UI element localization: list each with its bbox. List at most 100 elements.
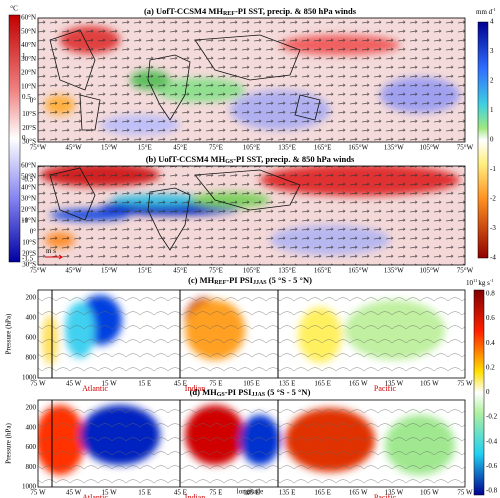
y-tick-label: 0°	[30, 228, 37, 236]
colorbar-tick: -1	[22, 216, 28, 224]
region-label: Indian	[185, 384, 205, 393]
subscript: GS	[225, 159, 234, 165]
x-tick-label: 75 W	[30, 380, 46, 388]
x-tick-label: 135 E	[279, 380, 296, 388]
title-part: (d) MH	[190, 387, 218, 397]
sst-colorbar	[8, 14, 21, 263]
colorbar-tick: -0.5	[22, 175, 34, 183]
colorbar-unit: 1011kg s-1	[466, 278, 494, 287]
x-tick-label: 45 E	[174, 489, 187, 497]
x-tick-label: 105 W	[420, 380, 439, 388]
x-tick-label: 15 E	[138, 489, 151, 497]
colorbar-tick: 3	[490, 47, 494, 55]
y-tick-label: 200	[26, 294, 37, 302]
y-tick-label: 30°N	[21, 55, 36, 63]
x-tick-label: 105 E	[243, 380, 260, 388]
title-part: -PI PSI	[225, 387, 252, 397]
x-tick-label: 135°E	[278, 267, 296, 275]
title-part: (5 °S - 5 °N)	[267, 275, 312, 285]
x-tick-label: 45°W	[65, 144, 82, 152]
colorbar-tick: 0.5	[22, 93, 31, 101]
x-tick-label: 135 W	[384, 489, 403, 497]
colorbar-tick: -0.4	[486, 437, 498, 445]
x-tick-label: 165 E	[314, 380, 331, 388]
x-tick-label: 75 W	[457, 380, 473, 388]
map-b	[38, 166, 465, 265]
x-tick-label: 75°E	[209, 144, 223, 152]
colorbar-unit: °C	[10, 5, 18, 13]
colorbar-tick: -1	[490, 165, 496, 173]
x-tick-label: 15°W	[101, 144, 118, 152]
x-tick-label: 75°W	[457, 267, 474, 275]
colorbar-tick: -4	[490, 254, 496, 262]
x-tick-label: 45 E	[174, 380, 187, 388]
x-tick-label: 135°E	[278, 144, 296, 152]
colorbar-tick: 1	[490, 106, 494, 114]
x-tick-label: 165 W	[349, 380, 368, 388]
x-tick-label: 165 E	[314, 489, 331, 497]
title-part: -PI SST, precip. & 850 hPa winds	[233, 154, 355, 164]
colorbar-tick: -3	[490, 224, 496, 232]
colorbar-tick: 0.8	[486, 290, 495, 298]
y-tick-label: 20°N	[21, 69, 36, 77]
x-tick-label: 135°W	[384, 267, 404, 275]
unit: mm d	[476, 8, 493, 16]
x-tick-label: 75°W	[30, 267, 47, 275]
y-tick-label: 400	[26, 314, 37, 322]
region-label: Indian	[185, 493, 205, 498]
wind-unit: m s	[46, 247, 56, 255]
y-tick-label: 1000	[22, 483, 37, 491]
x-tick-label: 75 W	[30, 489, 46, 497]
wind-reference: m s	[46, 247, 56, 255]
section-c	[38, 290, 465, 378]
y-tick-label: 20°S	[22, 124, 36, 132]
x-tick-label: 165 W	[349, 489, 368, 497]
unit-sup: -1	[490, 278, 494, 283]
y-tick-label: 20°S	[22, 250, 36, 258]
panel-title: (b) UofT-CCSM4 MHGS-PI SST, precip. & 85…	[146, 154, 355, 165]
region-label: Atlantic	[82, 384, 108, 393]
x-tick-label: 45°E	[173, 144, 187, 152]
y-tick-label: 600	[26, 334, 37, 342]
unit-sup: 11	[473, 278, 477, 283]
x-tick-label: 15°E	[138, 267, 152, 275]
x-tick-label: 105°W	[419, 267, 439, 275]
y-tick-label: 30°S	[22, 261, 36, 269]
x-tick-label: 165°E	[314, 267, 332, 275]
panel-title: (c) MHREF-PI PSIJJAS (5 °S - 5 °N)	[188, 275, 312, 286]
subscript: GS	[217, 392, 226, 398]
colorbar-tick: 0.4	[486, 339, 495, 347]
colorbar-tick: 4	[490, 18, 494, 26]
x-tick-label: 165°W	[348, 267, 368, 275]
colorbar-tick: -2	[490, 195, 496, 203]
y-tick-label: 800	[26, 354, 37, 362]
precip-colorbar	[477, 21, 489, 259]
x-axis-label: longitude	[237, 488, 263, 496]
colorbar-tick: 0.2	[486, 363, 495, 371]
x-tick-label: 45 W	[66, 380, 82, 388]
y-tick-label: 50°N	[21, 173, 36, 181]
y-axis-label: Pressure (hPa)	[5, 423, 13, 464]
colorbar-tick: -0.6	[486, 462, 498, 470]
y-axis-label: Pressure (hPa)	[5, 313, 13, 354]
y-tick-label: 10°S	[22, 239, 36, 247]
x-tick-label: 165°E	[314, 144, 332, 152]
psi-colorbar	[473, 289, 485, 496]
colorbar-unit: mm d-1	[476, 7, 496, 16]
x-tick-label: 75 W	[457, 489, 473, 497]
x-tick-label: 45 W	[66, 489, 82, 497]
subscript: REF	[223, 11, 235, 17]
panel-title: (d) MHGS-PI PSIJJAS (5 °S - 5 °N)	[190, 387, 311, 398]
y-tick-label: 800	[26, 463, 37, 471]
title-part: (5 °S - 5 °N)	[265, 387, 310, 397]
x-tick-label: 135°W	[384, 144, 404, 152]
subscript: REF	[214, 280, 226, 286]
y-tick-label: 20°N	[21, 206, 36, 214]
y-tick-label: 50°N	[21, 27, 36, 35]
colorbar-tick: -1.5	[22, 255, 34, 263]
x-tick-label: 75°W	[457, 144, 474, 152]
y-tick-label: 0°	[30, 96, 37, 104]
subscript: JJAS	[253, 280, 267, 286]
x-tick-label: 165°W	[348, 144, 368, 152]
